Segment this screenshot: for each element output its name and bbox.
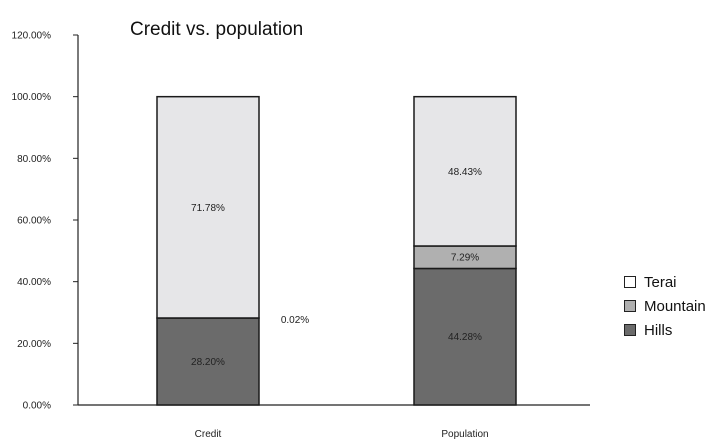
data-label: 0.02% [281,315,309,326]
data-label: 48.43% [448,167,482,178]
y-tick-label: 60.00% [17,216,51,227]
legend-swatch [624,324,636,336]
legend-item: Terai [624,270,706,294]
labels: 28.20% 0.02% 71.78% 44.28% 7.29% 48.43% [191,167,482,368]
y-tick-label: 100.00% [12,92,52,103]
legend-item: Hills [624,318,706,342]
legend-label: Terai [644,273,677,291]
y-tick-label: 0.00% [23,401,51,412]
data-label: 44.28% [448,332,482,343]
y-tick-label: 20.00% [17,339,51,350]
bar-segment [413,95,517,247]
x-tick-label: Population [441,429,488,439]
chart-title: Credit vs. population [130,19,304,40]
legend: Terai Mountain Hills [624,270,706,342]
bar-segment [156,95,260,319]
data-label: 71.78% [191,203,225,214]
axes: 0.00% 20.00% 40.00% 60.00% 80.00% 100.00% 120.… [12,31,590,439]
data-label: 28.20% [191,357,225,368]
y-tick-label: 80.00% [17,154,51,165]
legend-label: Mountain [644,297,706,315]
y-tick-label: 40.00% [17,277,51,288]
legend-swatch [624,276,636,288]
legend-swatch [624,300,636,312]
x-tick-label: Credit [195,429,222,439]
legend-item: Mountain [624,294,706,318]
data-label: 7.29% [451,253,479,264]
bars [156,95,517,406]
legend-label: Hills [644,321,673,339]
y-tick-label: 120.00% [12,31,52,42]
